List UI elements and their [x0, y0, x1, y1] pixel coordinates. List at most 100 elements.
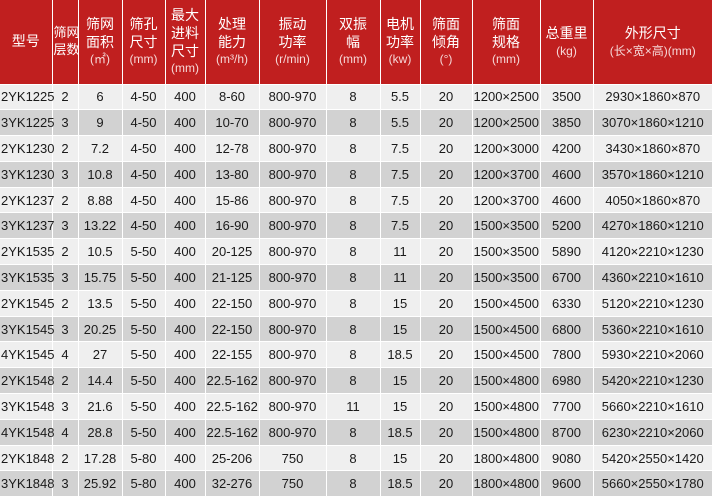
cell-capacity: 25-206 [205, 445, 260, 472]
column-header-title: 型号 [11, 32, 40, 49]
cell-layers: 2 [52, 135, 79, 162]
cell-screen: 1200×2500 [472, 84, 541, 111]
cell-mesh: 5-50 [122, 393, 166, 420]
cell-dims: 5420×2210×1230 [593, 367, 712, 395]
column-header-title: 筛面 规格 [492, 15, 520, 50]
column-header-unit: (长×宽×高)(mm) [609, 43, 696, 58]
cell-layers: 2 [52, 238, 79, 266]
cell-amplitude: 8 [326, 290, 381, 317]
cell-mesh: 4-50 [122, 135, 166, 162]
cell-dims: 2930×1860×870 [593, 84, 712, 111]
cell-area: 27 [78, 341, 123, 369]
cell-incline: 20 [420, 212, 473, 240]
cell-weight: 7800 [540, 341, 594, 369]
cell-amplitude: 8 [326, 161, 381, 188]
cell-vibpower: 750 [259, 470, 327, 498]
cell-layers: 3 [52, 109, 79, 137]
cell-incline: 20 [420, 135, 473, 162]
cell-amplitude: 8 [326, 238, 381, 266]
table-header: 型号 筛网 层数 筛网 面积 (㎡) 筛孔 尺寸 (mm) 最大 进料 尺寸 (mm) 处理 能力 (m³/h… [0, 0, 712, 85]
cell-model: 4YK1548 [0, 419, 55, 446]
cell-screen: 1500×3500 [472, 212, 541, 240]
cell-capacity: 21-125 [205, 264, 260, 291]
cell-amplitude: 8 [326, 470, 381, 498]
cell-weight: 6330 [540, 290, 594, 317]
column-header-layers: 筛网 层数 [52, 0, 80, 85]
cell-incline: 20 [420, 367, 473, 395]
cell-motor: 18.5 [380, 419, 421, 446]
cell-dims: 3570×1860×1210 [593, 161, 712, 188]
cell-feed: 400 [165, 445, 206, 472]
column-header-vibpower: 振动 功率 (r/min) [259, 0, 327, 85]
cell-feed: 400 [165, 109, 206, 137]
cell-amplitude: 8 [326, 187, 381, 214]
column-header-motor: 电机 功率 (kw) [380, 0, 421, 85]
cell-amplitude: 8 [326, 316, 381, 343]
column-header-title: 最大 进料 尺寸 [171, 6, 199, 59]
table-row: 2YK1848 2 17.28 5-80 400 25-206 750 8 15 20 1800×4… [0, 445, 712, 472]
cell-vibpower: 800-970 [259, 187, 327, 214]
cell-dims: 5660×2210×1610 [593, 393, 712, 420]
cell-model: 3YK1230 [0, 161, 55, 188]
cell-feed: 400 [165, 187, 206, 214]
cell-amplitude: 8 [326, 212, 381, 240]
cell-dims: 3430×1860×870 [593, 135, 712, 162]
cell-mesh: 5-50 [122, 419, 166, 446]
cell-mesh: 5-50 [122, 264, 166, 291]
cell-area: 9 [78, 109, 123, 137]
column-header-capacity: 处理 能力 (m³/h) [205, 0, 260, 85]
table-row: 3YK1548 3 21.6 5-50 400 22.5-162 800-970 11 15 20… [0, 393, 712, 420]
cell-layers: 3 [52, 470, 79, 498]
cell-vibpower: 800-970 [259, 238, 327, 266]
cell-screen: 1500×4800 [472, 367, 541, 395]
cell-vibpower: 800-970 [259, 316, 327, 343]
cell-amplitude: 8 [326, 445, 381, 472]
cell-mesh: 5-50 [122, 316, 166, 343]
table-row: 3YK1535 3 15.75 5-50 400 21-125 800-970 8 11 20 15… [0, 264, 712, 291]
cell-mesh: 4-50 [122, 109, 166, 137]
cell-motor: 7.5 [380, 187, 421, 214]
cell-layers: 2 [52, 187, 79, 214]
cell-layers: 3 [52, 161, 79, 188]
cell-weight: 5200 [540, 212, 594, 240]
column-header-unit: (mm) [492, 52, 520, 67]
cell-capacity: 22.5-162 [205, 419, 260, 446]
cell-mesh: 5-80 [122, 445, 166, 472]
cell-feed: 400 [165, 470, 206, 498]
column-header-area: 筛网 面积 (㎡) [78, 0, 123, 85]
cell-incline: 20 [420, 238, 473, 266]
column-header-title: 电机 功率 [386, 15, 414, 50]
cell-incline: 20 [420, 109, 473, 137]
cell-area: 21.6 [78, 393, 123, 420]
column-header-unit: (m³/h) [216, 52, 248, 67]
column-header-title: 振动 功率 [278, 15, 307, 50]
cell-weight: 9600 [540, 470, 594, 498]
cell-area: 13.5 [78, 290, 123, 317]
cell-capacity: 22-150 [205, 290, 260, 317]
cell-capacity: 13-80 [205, 161, 260, 188]
cell-feed: 400 [165, 135, 206, 162]
cell-amplitude: 8 [326, 135, 381, 162]
table-row: 3YK1848 3 25.92 5-80 400 32-276 750 8 18.5 20 1800… [0, 470, 712, 498]
cell-motor: 11 [380, 238, 421, 266]
column-header-title: 外形尺寸 [624, 24, 681, 41]
cell-screen: 1500×4800 [472, 393, 541, 420]
cell-model: 3YK1848 [0, 470, 55, 498]
cell-model: 4YK1545 [0, 341, 55, 369]
cell-incline: 20 [420, 161, 473, 188]
table-body: 2YK1225 2 6 4-50 400 8-60 800-970 8 5.5 20 1200×25… [0, 84, 712, 498]
cell-area: 14.4 [78, 367, 123, 395]
cell-motor: 7.5 [380, 212, 421, 240]
cell-model: 2YK1237 [0, 187, 55, 214]
table-row: 3YK1230 3 10.8 4-50 400 13-80 800-970 8 7.5 20 120… [0, 161, 712, 188]
cell-incline: 20 [420, 419, 473, 446]
column-header-unit: (㎡) [90, 52, 110, 67]
cell-amplitude: 8 [326, 264, 381, 291]
cell-weight: 4600 [540, 161, 594, 188]
column-header-screen: 筛面 规格 (mm) [472, 0, 541, 85]
column-header-title: 总重里 [545, 24, 588, 41]
cell-vibpower: 800-970 [259, 419, 327, 446]
cell-weight: 3500 [540, 84, 594, 111]
cell-layers: 3 [52, 212, 79, 240]
